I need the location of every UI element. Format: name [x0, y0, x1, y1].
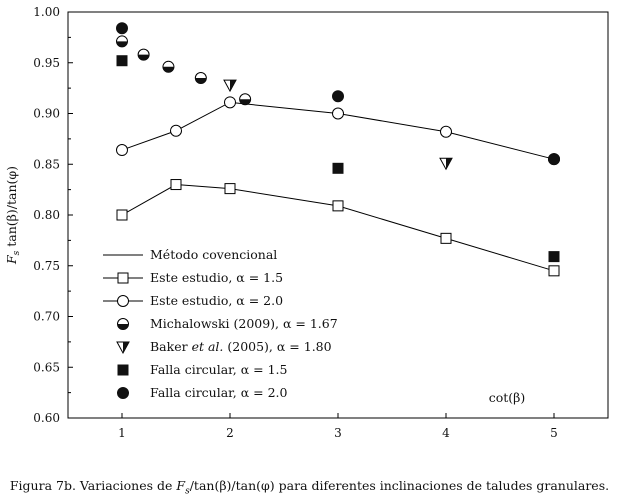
data-point-fill [230, 80, 236, 92]
legend: Método covencional Este estudio, α = 1.5 E… [103, 247, 338, 400]
legend-label-part: Baker [150, 339, 192, 354]
x-tick-label: 2 [226, 426, 234, 440]
legend-label: Falla circular, α = 1.5 [150, 362, 287, 377]
data-point-fill [138, 54, 150, 61]
data-point [224, 183, 236, 195]
legend-item: Este estudio, α = 2.0 [103, 293, 283, 308]
series-2 [116, 96, 560, 166]
y-tick-label: 0.70 [33, 310, 60, 324]
data-point [116, 35, 128, 48]
data-point [170, 179, 182, 191]
data-point [332, 90, 344, 103]
plot-frame [67, 11, 609, 419]
series-6 [116, 22, 560, 166]
legend-marker-fill [117, 324, 129, 330]
y-tick-label: 0.85 [33, 157, 60, 171]
data-point [332, 200, 344, 212]
data-point-fill [162, 66, 174, 73]
x-tick-label: 4 [442, 426, 450, 440]
data-point-fill [116, 41, 128, 47]
data-point [116, 144, 128, 157]
legend-marker [117, 272, 129, 284]
data-point [137, 48, 150, 61]
data-point [548, 251, 560, 263]
data-point [332, 107, 344, 120]
legend-item: Michalowski (2009), α = 1.67 [117, 316, 338, 331]
series-group [68, 11, 608, 277]
data-point [440, 125, 452, 138]
legend-label: Este estudio, α = 2.0 [150, 293, 283, 308]
series-4 [223, 79, 453, 171]
legend-marker [117, 318, 129, 330]
legend-label: Método covencional [150, 247, 277, 262]
legend-label-part: (2005), α = 1.80 [223, 339, 331, 354]
figure-caption: Figura 7b. Variaciones de Fs/tan(β)/tan(… [9, 478, 610, 497]
axis-ticks: 0.60 0.65 0.70 0.75 0.80 0.85 0.90 0.95 1.00 1 2 3 4… [33, 5, 558, 440]
series-5 [116, 55, 560, 263]
y-tick-label: 0.60 [33, 411, 60, 425]
legend-marker [117, 387, 129, 399]
data-point [224, 96, 236, 109]
x-tick-label: 5 [550, 426, 558, 440]
legend-item: Falla circular, α = 1.5 [117, 362, 287, 377]
data-point-fill [239, 99, 251, 105]
chart: 0.60 0.65 0.70 0.75 0.80 0.85 0.90 0.95 1.00 1 2 3 4… [4, 5, 609, 440]
data-point [548, 153, 560, 166]
data-point-fill [195, 77, 207, 84]
legend-label: Baker et al. (2005), α = 1.80 [150, 339, 332, 354]
series-line [121, 184, 555, 272]
legend-item: Baker et al. (2005), α = 1.80 [116, 339, 332, 355]
data-point [170, 124, 182, 137]
x-axis-title: cot(β) [489, 390, 526, 405]
data-point [116, 55, 128, 67]
series-line [121, 101, 555, 160]
y-tick-label: 1.00 [33, 5, 60, 19]
y-tick-label: 0.65 [33, 360, 60, 374]
legend-marker [116, 341, 130, 355]
legend-label: Este estudio, α = 1.5 [150, 270, 283, 285]
x-tick-label: 1 [118, 426, 126, 440]
data-point [194, 71, 207, 84]
x-tick-label: 3 [334, 426, 342, 440]
data-point [548, 265, 560, 277]
legend-label-part: et al. [192, 339, 224, 354]
legend-marker [117, 295, 129, 307]
y-tick-label: 0.75 [33, 259, 60, 273]
data-point [116, 22, 128, 35]
legend-item: Falla circular, α = 2.0 [117, 385, 288, 400]
legend-marker-fill [123, 342, 129, 353]
series-1 [116, 179, 560, 277]
data-point [332, 162, 344, 174]
data-point-fill [446, 158, 452, 170]
series-3 [116, 35, 252, 106]
data-point [116, 209, 128, 221]
y-tick-label: 0.80 [33, 208, 60, 222]
legend-marker [117, 364, 129, 376]
legend-item: Método covencional [103, 247, 277, 262]
legend-label: Falla circular, α = 2.0 [150, 385, 288, 400]
y-axis-title: Fs tan(β)/tan(φ) [4, 166, 22, 265]
data-point [439, 157, 453, 171]
data-point [223, 79, 237, 93]
legend-item: Este estudio, α = 1.5 [103, 270, 283, 285]
y-tick-label: 0.95 [33, 56, 60, 70]
data-point [162, 60, 175, 73]
legend-label: Michalowski (2009), α = 1.67 [150, 316, 338, 331]
data-point [440, 232, 452, 244]
data-point [239, 93, 252, 106]
y-tick-label: 0.90 [33, 107, 60, 121]
